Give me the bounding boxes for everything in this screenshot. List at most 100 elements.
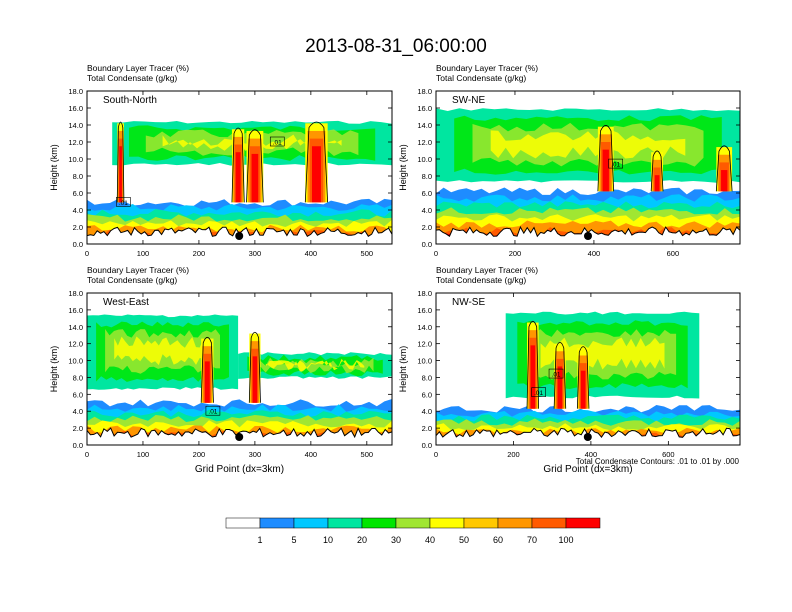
y-axis-label: Height (km) [49,144,59,191]
x-tick-label: 300 [249,450,262,459]
contour-line [715,145,733,192]
y-tick-label: 8.0 [73,373,83,382]
contour-label: .01 [611,162,620,169]
x-tick-label: 400 [305,450,318,459]
contour-note: Total Condensate Contours: .01 to .01 by… [576,457,740,466]
y-tick-label: 0.0 [422,441,432,450]
y-tick-label: 18.0 [417,87,432,96]
panel-title-condensate: Total Condensate (g/kg) [436,275,526,285]
y-tick-label: 6.0 [73,189,83,198]
contour-line [231,127,245,203]
panel-label: West-East [103,297,149,308]
contour-label-box [269,136,285,147]
colorbar-swatch [429,517,465,529]
x-tick-label: 0 [85,249,89,258]
contour-line [650,150,664,192]
y-tick-label: 18.0 [68,289,83,298]
x-axis-label: Grid Point (dx=3km) [195,464,284,475]
contour-label-box [608,158,623,169]
y-tick-label: 16.0 [417,104,432,113]
y-tick-label: 2.0 [422,223,432,232]
x-tick-label: 100 [137,450,150,459]
y-tick-label: 10.0 [68,357,83,366]
y-axis-label: Height (km) [49,346,59,393]
colorbar-label: 5 [291,535,296,545]
x-tick-label: 400 [305,249,318,258]
convective-tower [602,149,609,192]
y-tick-label: 14.0 [417,323,432,332]
anvil-layer [114,336,211,366]
panel-plot-area: .01 [436,91,740,244]
colorbar-swatch [225,517,261,529]
colorbar-swatch [463,517,499,529]
x-tick-label: 200 [509,249,522,258]
y-tick-label: 2.0 [422,424,432,433]
y-tick-label: 16.0 [68,306,83,315]
y-tick-label: 2.0 [73,223,83,232]
panel-plot-area: .01 .01 [436,293,740,445]
panel-west-east: Boundary Layer Tracer (%)Total Condensat… [49,265,393,475]
y-tick-label: 4.0 [422,407,432,416]
panel-title-condensate: Total Condensate (g/kg) [87,275,177,285]
colorbar-swatch [293,517,329,529]
site-marker [235,232,244,240]
panel-title-condensate: Total Condensate (g/kg) [87,73,177,83]
y-tick-label: 16.0 [417,306,432,315]
contour-label-box [205,405,221,416]
y-tick-label: 6.0 [422,390,432,399]
y-tick-label: 8.0 [422,172,432,181]
convective-tower [580,370,586,409]
figure-title: 2013-08-31_06:00:00 [305,36,487,57]
x-tick-label: 400 [588,249,601,258]
colorbar-label: 40 [425,535,435,545]
x-tick-label: 200 [193,450,206,459]
colorbar-swatch [361,517,397,529]
colorbar-swatch [259,517,295,529]
contour-line [597,125,615,192]
colorbar-label: 60 [493,535,503,545]
contour-label: .01 [119,200,128,207]
convective-tower [654,175,660,192]
convective-tower [204,361,210,403]
y-axis-label: Height (km) [398,144,408,191]
colorbar-label: 20 [357,535,367,545]
y-tick-label: 16.0 [68,104,83,113]
x-tick-label: 200 [193,249,206,258]
y-tick-label: 18.0 [417,289,432,298]
contour-line [246,129,264,203]
anvil-layer [540,337,665,370]
anvil-layer [265,358,365,372]
y-tick-label: 6.0 [422,189,432,198]
x-tick-label: 0 [434,249,438,258]
y-tick-label: 10.0 [417,357,432,366]
y-tick-label: 12.0 [68,340,83,349]
panel-plot-area: .01 .01 [87,91,392,244]
contour-label-box [531,387,546,397]
site-marker [583,433,592,441]
panel-label: SW-NE [452,95,485,106]
colorbar-swatch [531,517,567,529]
convective-tower [252,356,258,403]
x-tick-label: 500 [361,249,374,258]
convective-tower [235,152,241,203]
panel-label: South-North [103,95,157,106]
x-tick-label: 0 [85,450,89,459]
panels: Boundary Layer Tracer (%)Total Condensat… [49,63,741,475]
x-tick-label: 300 [249,249,262,258]
y-tick-label: 12.0 [68,138,83,147]
colorbar: 1 5 10 20 30 40 50 60 70 100 [225,517,601,545]
y-tick-label: 18.0 [68,87,83,96]
anvil-layer [256,357,374,374]
contour-line [553,342,567,409]
y-tick-label: 10.0 [68,155,83,164]
panel-sw-ne: Boundary Layer Tracer (%)Total Condensat… [398,63,741,258]
colorbar-label: 100 [558,535,573,545]
contour-label: .01 [534,390,543,397]
colorbar-swatch [327,517,363,529]
x-tick-label: 600 [662,450,675,459]
colorbar-label: 50 [459,535,469,545]
colorbar-label: 70 [527,535,537,545]
contour-line [200,336,214,403]
y-tick-label: 14.0 [68,323,83,332]
